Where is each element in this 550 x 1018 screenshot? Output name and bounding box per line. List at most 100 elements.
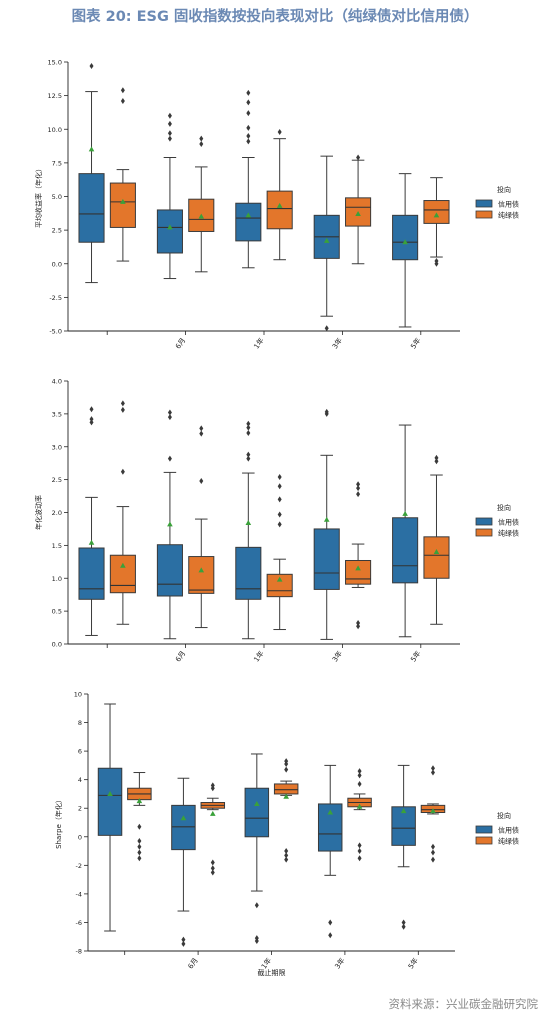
outlier-point xyxy=(284,856,289,863)
outlier-point xyxy=(89,416,94,423)
source-note: 资料来源：兴业碳金融研究院 xyxy=(388,997,539,1011)
outlier-point xyxy=(89,419,94,426)
box-body xyxy=(78,547,105,600)
box-green-1 xyxy=(127,772,152,862)
box-green-3 xyxy=(273,758,299,863)
y-tick-label: 2.5 xyxy=(52,476,62,484)
outlier-point xyxy=(277,128,282,135)
box-body xyxy=(109,554,136,594)
mean-marker xyxy=(355,565,361,571)
legend-label: 纯绿债 xyxy=(498,529,519,538)
outlier-point xyxy=(356,485,361,492)
mean-marker xyxy=(433,212,440,218)
outlier-point xyxy=(430,843,435,850)
legend-swatch xyxy=(475,517,493,526)
y-tick-label: -2.5 xyxy=(49,294,62,302)
legend-label: 纯绿债 xyxy=(498,211,519,220)
box-body xyxy=(392,517,419,584)
box-green-2 xyxy=(188,425,215,629)
mean-marker xyxy=(323,516,330,522)
box-body xyxy=(97,767,123,836)
legend-label: 信用债 xyxy=(498,826,519,835)
outlier-point xyxy=(167,414,172,421)
outlier-point xyxy=(328,919,333,926)
legend-label: 信用债 xyxy=(498,518,519,527)
y-tick-label: -6 xyxy=(76,919,82,927)
box-credit-4 xyxy=(313,155,340,332)
outlier-point xyxy=(120,400,125,407)
outlier-point xyxy=(246,89,251,96)
outlier-point xyxy=(120,406,125,413)
outlier-point xyxy=(434,454,439,461)
y-tick-label: 1.0 xyxy=(52,575,62,583)
outlier-point xyxy=(357,780,362,787)
outlier-point xyxy=(167,120,172,127)
legend-swatch xyxy=(475,528,493,537)
outlier-point xyxy=(199,135,204,142)
y-tick-label: 0.0 xyxy=(52,641,62,649)
y-tick-label: 3.0 xyxy=(52,443,62,451)
x-tick-label: 3年 xyxy=(333,956,347,971)
outlier-point xyxy=(246,138,251,145)
outlier-point xyxy=(430,856,435,863)
outlier-point xyxy=(401,919,406,926)
outlier-point xyxy=(246,110,251,117)
outlier-point xyxy=(434,258,439,265)
outlier-point xyxy=(137,855,142,862)
outlier-point xyxy=(89,63,94,70)
mean-marker xyxy=(245,212,252,218)
mean-marker xyxy=(355,210,361,216)
outlier-point xyxy=(246,455,251,462)
box-credit-4 xyxy=(313,408,340,640)
y-tick-label: 0.0 xyxy=(52,260,62,268)
box-body xyxy=(78,173,105,243)
box-credit-1 xyxy=(97,703,123,932)
outlier-point xyxy=(246,429,251,436)
x-tick-label: 5年 xyxy=(408,649,422,664)
x-tick-label: 5年 xyxy=(406,956,420,971)
box-credit-4 xyxy=(317,764,343,939)
outlier-point xyxy=(246,99,251,106)
mean-marker xyxy=(198,213,205,219)
outlier-point xyxy=(167,130,172,137)
y-tick-label: 8 xyxy=(78,719,82,727)
outlier-point xyxy=(199,425,204,432)
outlier-point xyxy=(284,852,289,859)
y-tick-label: 10 xyxy=(74,691,82,699)
legend-title: 投向 xyxy=(497,503,511,512)
outlier-point xyxy=(356,481,361,488)
outlier-point xyxy=(357,848,362,855)
box-body xyxy=(235,546,262,600)
outlier-point xyxy=(167,455,172,462)
outlier-point xyxy=(284,758,289,765)
outlier-point xyxy=(284,848,289,855)
outlier-point xyxy=(401,923,406,930)
outlier-point xyxy=(137,849,142,856)
mean-marker xyxy=(430,808,436,814)
outlier-point xyxy=(277,496,282,503)
mean-marker xyxy=(254,800,260,806)
y-tick-label: 5.0 xyxy=(52,193,62,201)
legend-swatch xyxy=(475,199,493,208)
mean-marker xyxy=(245,520,252,526)
box-green-3 xyxy=(266,128,293,261)
outlier-point xyxy=(277,511,282,518)
x-tick-label: 3年 xyxy=(330,649,344,664)
outlier-point xyxy=(277,483,282,490)
outlier-point xyxy=(137,838,142,845)
outlier-point xyxy=(167,135,172,142)
outlier-point xyxy=(210,859,215,866)
box-body xyxy=(273,783,299,795)
box-body xyxy=(423,536,450,579)
outlier-point xyxy=(430,769,435,776)
boxplot-panel-2: 0.0 0.5 1.0 1.5 2.0 2.5 3.0 3.5 4.0 年化波动率 6月 1年 3年 5年… xyxy=(34,378,519,664)
legend-label: 纯绿债 xyxy=(498,837,519,846)
outlier-point xyxy=(430,849,435,856)
box-green-5 xyxy=(420,765,446,863)
box-body xyxy=(317,803,343,852)
page-title: 图表 20: ESG 固收指数按投向表现对比（纯绿债对比信用债） xyxy=(71,9,479,25)
y-tick-label: 15.0 xyxy=(48,59,62,67)
outlier-point xyxy=(254,938,259,945)
